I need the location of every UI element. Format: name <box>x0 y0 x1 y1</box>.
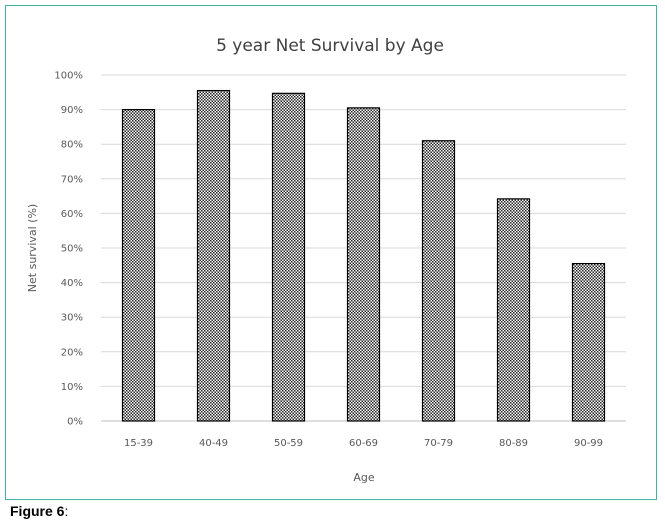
y-tick-label: 70% <box>61 174 83 185</box>
figure-caption-suffix: : <box>64 503 69 519</box>
y-tick-label: 0% <box>67 417 83 428</box>
x-tick-label: 90-99 <box>574 438 603 449</box>
figure-caption: Figure 6: <box>10 503 68 519</box>
bars <box>121 89 606 422</box>
figure-label: Figure 6 <box>10 503 65 519</box>
bar-90-99 <box>571 262 606 422</box>
y-tick-label: 30% <box>61 313 83 324</box>
bar-50-59 <box>271 92 306 422</box>
bar-40-49 <box>196 89 231 422</box>
y-tick-label: 60% <box>61 209 83 220</box>
x-tick-label: 80-89 <box>499 438 528 449</box>
y-tick-label: 100% <box>54 71 83 82</box>
x-tick-label: 40-49 <box>199 438 228 449</box>
y-tick-label: 80% <box>61 140 83 151</box>
x-tick-label: 70-79 <box>424 438 453 449</box>
bar-80-89 <box>496 198 531 422</box>
y-axis-label: Net survival (%) <box>26 204 39 292</box>
chart-frame: 5 year Net Survival by Age 0% 10% 20% 30% 40… <box>5 5 657 500</box>
y-tick-label: 90% <box>61 105 83 116</box>
y-tick-label: 50% <box>61 244 83 255</box>
y-tick-label: 40% <box>61 278 83 289</box>
y-tick-labels: 0% 10% 20% 30% 40% 50% 60% 70% 80% 90% 100% <box>54 71 83 428</box>
bar-70-79 <box>421 140 456 422</box>
bar-chart: 5 year Net Survival by Age 0% 10% 20% 30% 40… <box>26 36 626 484</box>
x-tick-labels: 15-39 40-49 50-59 60-69 70-79 80-89 90-99 <box>124 438 603 449</box>
x-axis-label: Age <box>353 471 375 484</box>
x-tick-label: 50-59 <box>274 438 303 449</box>
chart-title: 5 year Net Survival by Age <box>216 36 444 56</box>
y-tick-label: 10% <box>61 382 83 393</box>
bar-15-39 <box>121 108 156 422</box>
x-tick-label: 15-39 <box>124 438 153 449</box>
x-tick-label: 60-69 <box>349 438 378 449</box>
bar-60-69 <box>346 107 381 422</box>
y-tick-label: 20% <box>61 347 83 358</box>
